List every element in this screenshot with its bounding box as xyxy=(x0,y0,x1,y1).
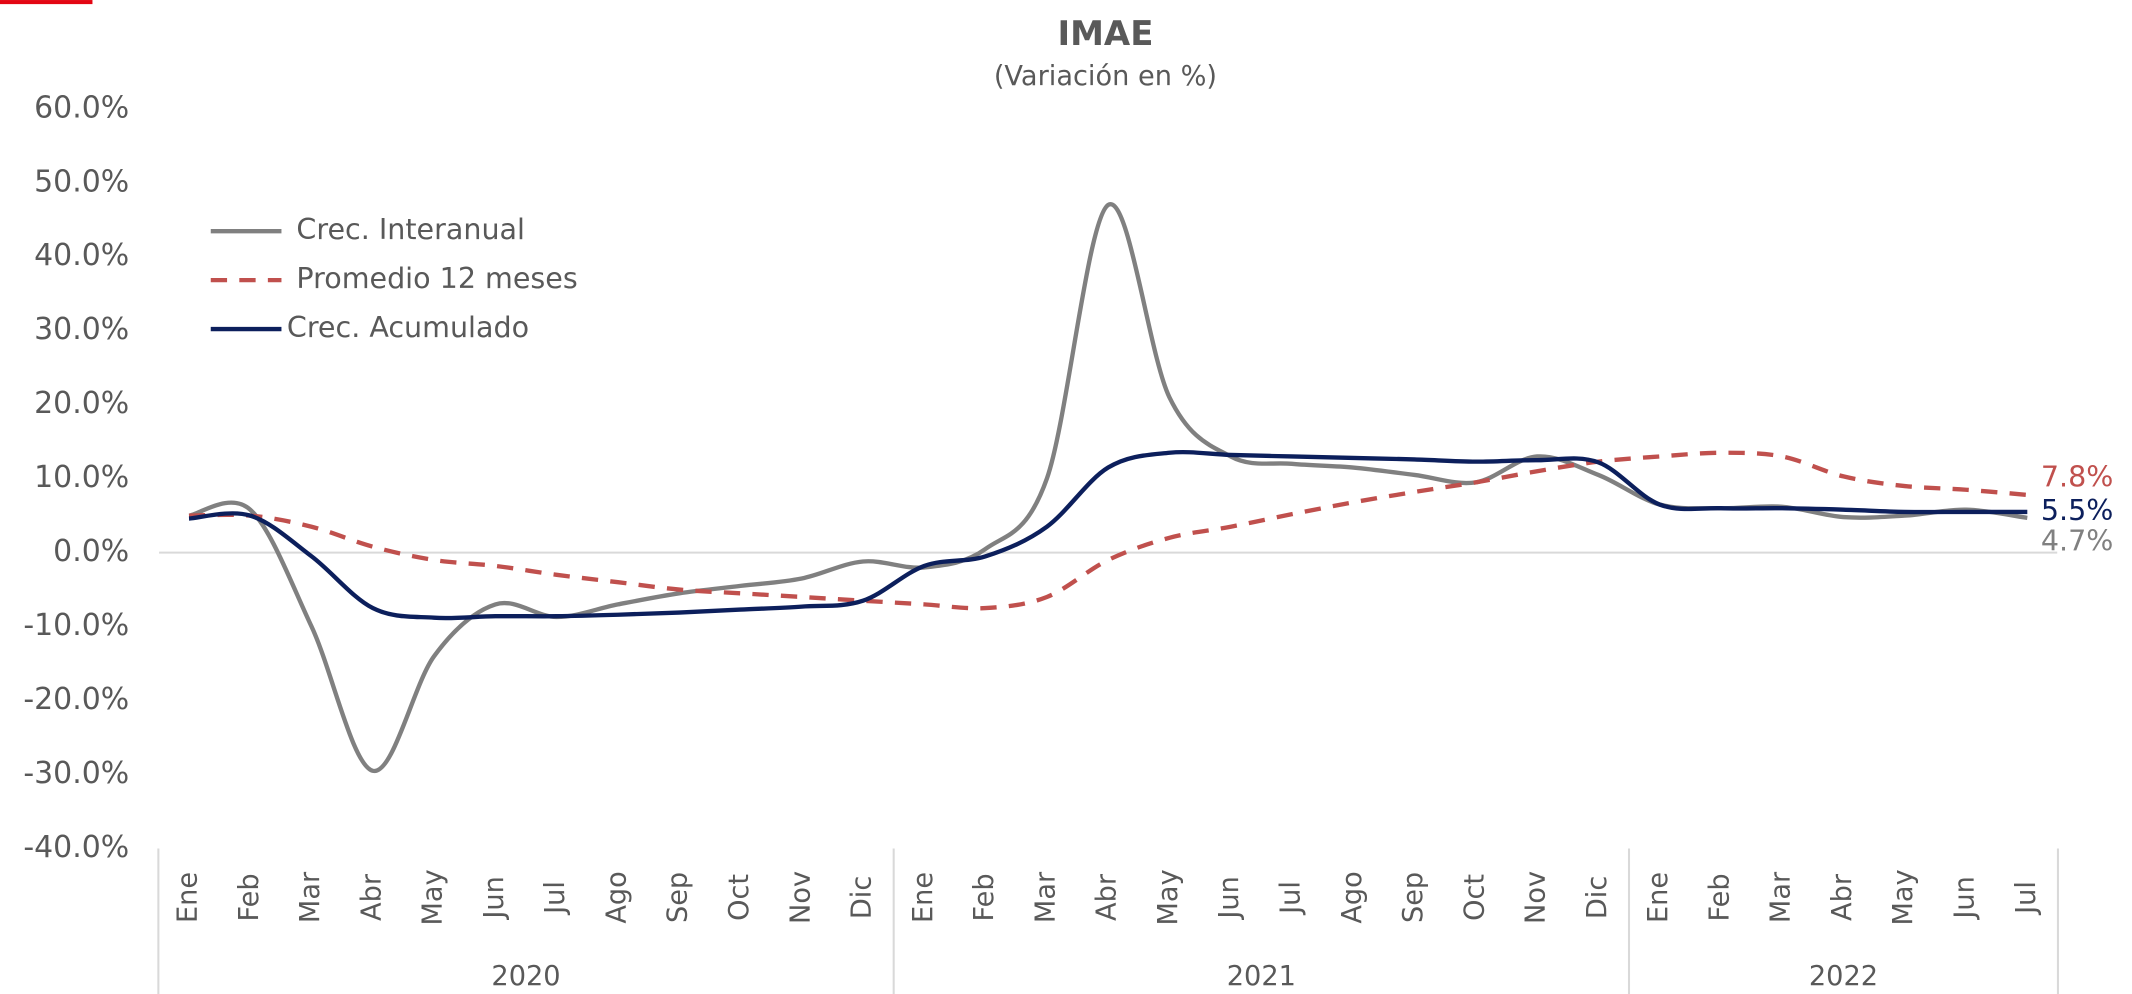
data-label: 5.5% xyxy=(2041,493,2114,527)
y-tick-label: -30.0% xyxy=(23,756,129,791)
y-tick-label: -20.0% xyxy=(23,682,129,717)
series-line xyxy=(188,449,2028,621)
x-tick-label: Feb xyxy=(234,873,265,921)
x-tick-label: Ene xyxy=(1643,872,1674,923)
x-tick-label: Jul xyxy=(540,881,571,916)
x-tick-label: Mar xyxy=(1030,871,1061,923)
x-tick-label: Abr xyxy=(356,873,387,921)
series-line xyxy=(188,450,2028,611)
x-tick-label: Ago xyxy=(601,871,632,923)
chart-title: IMAE xyxy=(1057,14,1153,54)
x-tick-label: Abr xyxy=(1092,873,1123,921)
x-tick-label: Ene xyxy=(172,872,203,923)
y-tick-label: 50.0% xyxy=(34,164,129,199)
x-tick-label: Ago xyxy=(1337,871,1368,923)
y-tick-label: 30.0% xyxy=(34,312,129,347)
chart-subtitle: (Variación en %) xyxy=(994,61,1217,92)
x-tick-label: Dic xyxy=(847,876,878,919)
x-tick-label: May xyxy=(1153,869,1184,925)
y-tick-label: 60.0% xyxy=(34,90,129,125)
corner-accent xyxy=(0,0,93,5)
y-tick-label: 10.0% xyxy=(34,460,129,495)
x-tick-label: Abr xyxy=(1827,873,1858,921)
x-tick-label: Ene xyxy=(908,872,939,923)
y-tick-label: 0.0% xyxy=(53,534,129,569)
x-tick-label: Sep xyxy=(1398,872,1429,923)
x-tick-label: Nov xyxy=(1521,871,1552,924)
y-tick-label: -10.0% xyxy=(23,608,129,643)
x-tick-label: Feb xyxy=(969,873,1000,921)
x-tick-label: Jul xyxy=(2011,881,2042,916)
legend-label: Promedio 12 meses xyxy=(296,261,577,295)
x-tick-label: Jul xyxy=(1275,881,1306,916)
legend-label: Crec. Interanual xyxy=(296,212,525,246)
data-label: 7.8% xyxy=(2041,460,2114,494)
x-tick-label: Sep xyxy=(663,872,694,923)
x-tick-label: Jun xyxy=(1214,876,1245,920)
x-tick-label: Jun xyxy=(479,876,510,920)
x-tick-label: Dic xyxy=(1582,876,1613,919)
y-tick-label: -40.0% xyxy=(23,830,129,865)
x-tick-label: Feb xyxy=(1704,873,1735,921)
data-label: 4.7% xyxy=(2041,523,2114,557)
legend-label: Crec. Acumulado xyxy=(287,310,529,344)
x-tick-label: Jun xyxy=(1950,876,1981,920)
y-tick-label: 40.0% xyxy=(34,238,129,273)
year-label: 2020 xyxy=(491,961,560,992)
x-tick-label: Mar xyxy=(295,871,326,923)
x-tick-label: May xyxy=(418,869,449,925)
y-tick-label: 20.0% xyxy=(34,386,129,421)
x-tick-label: Mar xyxy=(1766,871,1797,923)
x-tick-label: Oct xyxy=(724,874,755,921)
x-tick-label: Oct xyxy=(1459,874,1490,921)
year-label: 2022 xyxy=(1809,961,1878,992)
x-tick-label: Nov xyxy=(785,871,816,924)
x-tick-label: May xyxy=(1888,869,1919,925)
year-label: 2021 xyxy=(1227,961,1296,992)
